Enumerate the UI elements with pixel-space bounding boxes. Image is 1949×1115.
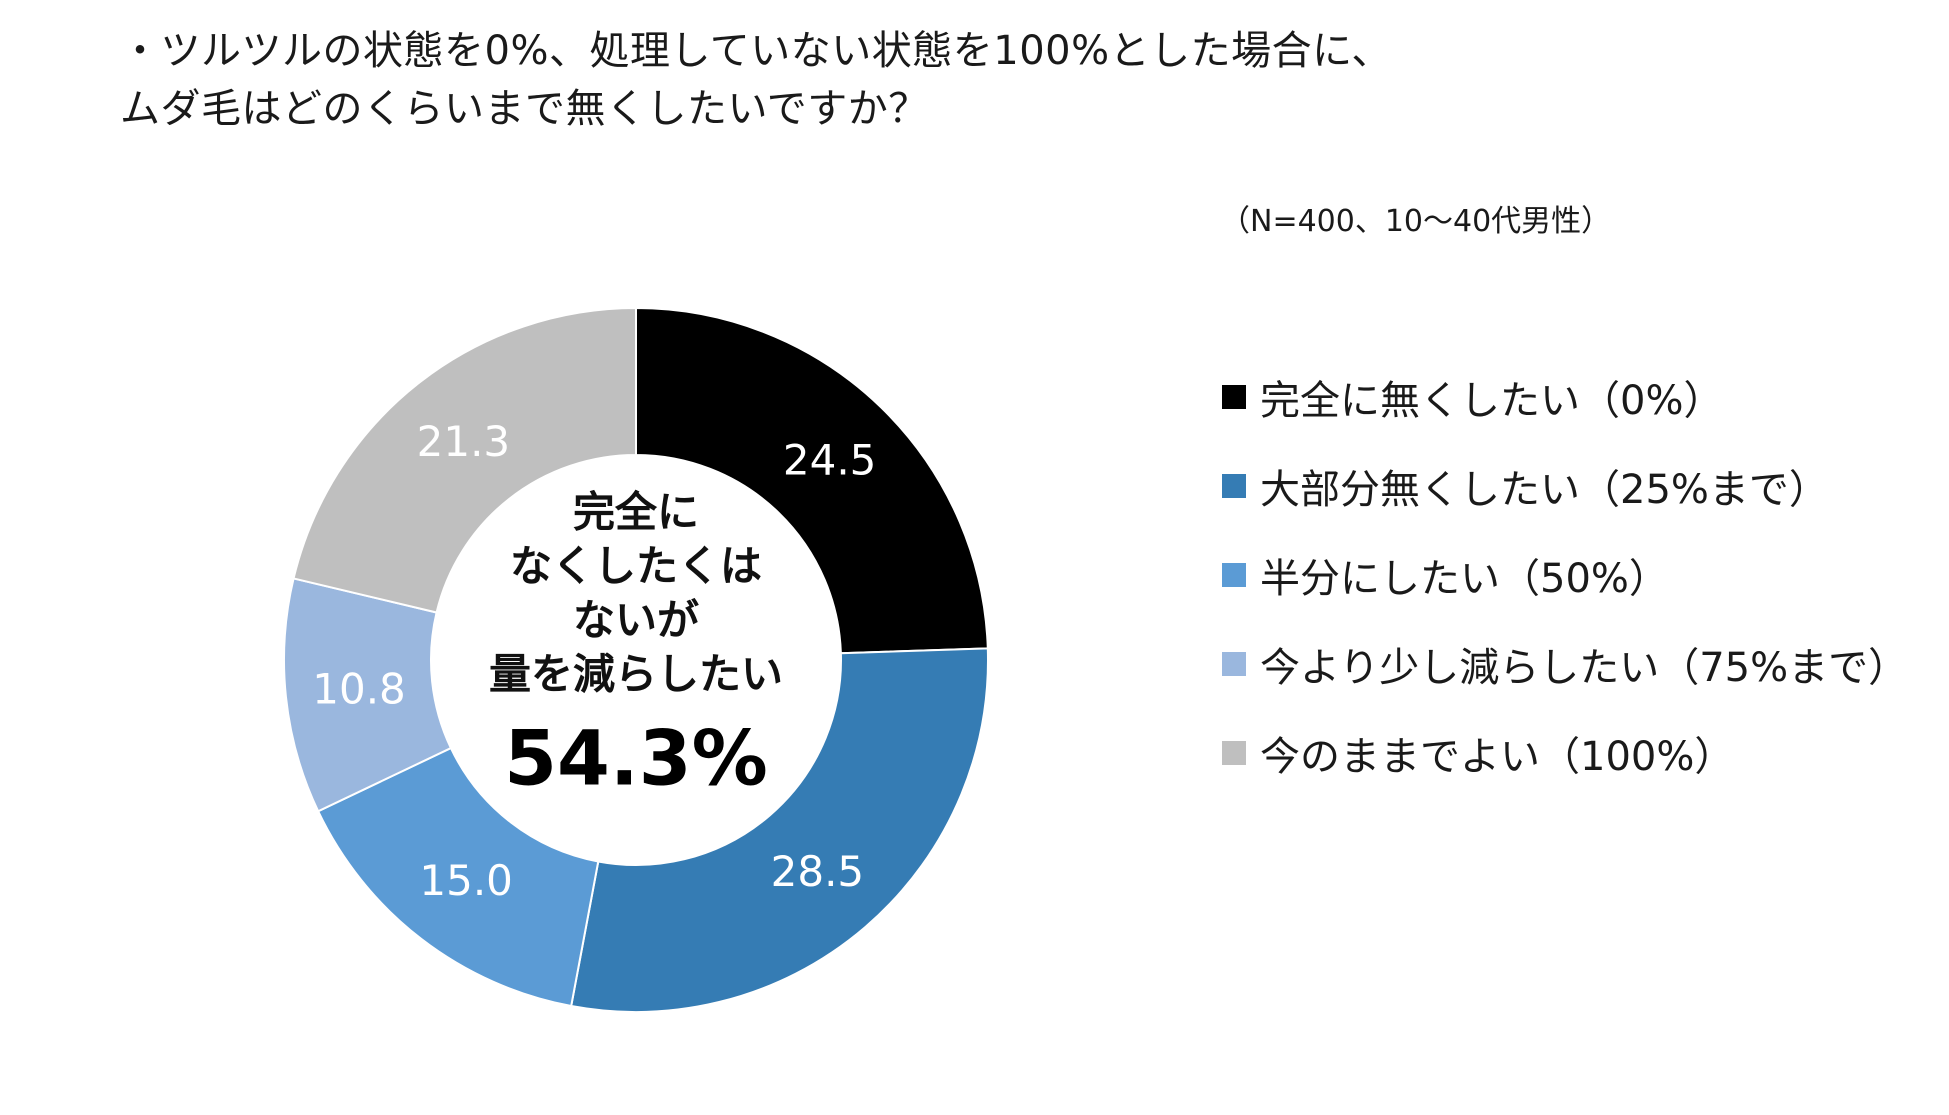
legend-label-4: 今より少し減らしたい（75%まで） [1260,644,1909,691]
slice-label-5: 21.3 [417,417,511,466]
legend-swatch-3 [1222,562,1246,587]
legend-item-4: 今より少し減らしたい（75%まで） [1222,619,1908,708]
center-label-value: 54.3% [504,714,768,803]
legend-item-5: 今のままでよい（100%） [1222,708,1908,797]
title-line-2: ムダ毛はどのくらいまで無くしたいですか？ [120,86,929,132]
legend-swatch-4 [1222,651,1246,676]
slice-label-4: 10.8 [312,665,406,714]
legend-swatch-2 [1222,473,1246,498]
legend-item-3: 半分にしたい（50%） [1222,530,1908,619]
chart-title: ・ツルツルの状態を0%、処理していない状態を100%とした場合に、 ムダ毛はどの… [120,22,1392,138]
title-line-1: ・ツルツルの状態を0%、処理していない状態を100%とした場合に、 [120,28,1392,74]
sample-note: （N=400、10～40代男性） [1220,204,1612,239]
center-label-line-4: 量を減らしたい [489,650,783,699]
legend: 完全に無くしたい（0%） 大部分無くしたい（25%まで） 半分にしたい（50%） 今よ… [1222,352,1908,797]
slice-2 [570,647,989,1013]
center-label-line-3: ないが [573,596,699,645]
slices-group [283,306,989,1013]
slice-label-1: 24.5 [783,435,877,484]
slice-5 [292,306,637,614]
slice-label-2: 28.5 [771,847,865,896]
legend-swatch-5 [1222,740,1246,765]
slice-1 [635,306,989,655]
center-label-line-1: 完全に [573,488,699,537]
slice-label-3: 15.0 [419,856,513,905]
legend-label-2: 大部分無くしたい（25%まで） [1260,466,1829,513]
slice-labels-group: 24.5 28.5 15.0 10.8 21.3 [312,417,876,905]
legend-swatch-1 [1222,384,1246,409]
legend-item-1: 完全に無くしたい（0%） [1222,352,1908,441]
center-label-line-2: なくしたくは [510,542,762,591]
legend-item-2: 大部分無くしたい（25%まで） [1222,441,1908,530]
legend-label-1: 完全に無くしたい（0%） [1260,377,1724,424]
slice-3 [316,746,600,1008]
legend-label-3: 半分にしたい（50%） [1260,555,1669,602]
legend-label-5: 今のままでよい（100%） [1260,733,1735,780]
